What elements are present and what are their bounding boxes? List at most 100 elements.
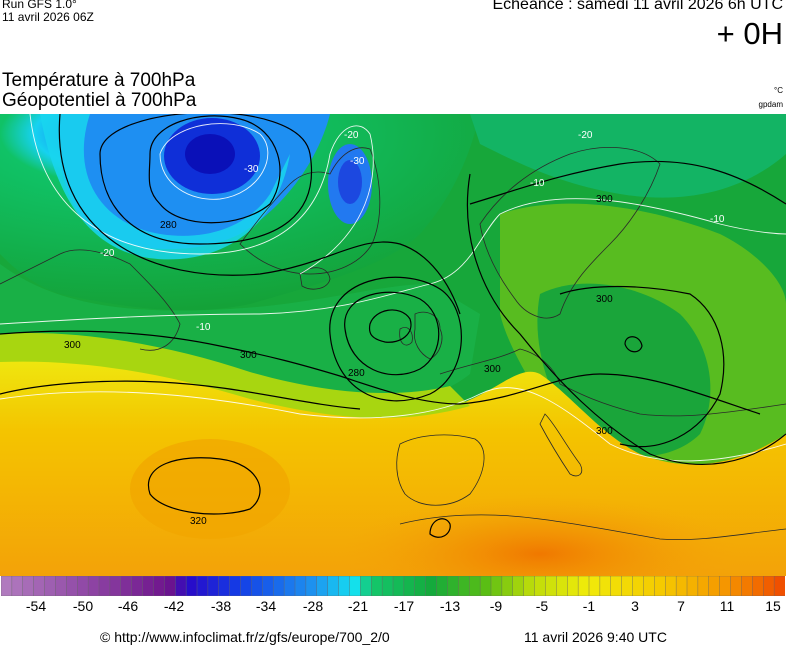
contour-label: 300 — [596, 194, 613, 205]
isotherm-minus20 — [29, 114, 374, 275]
scale-swatch — [763, 576, 775, 596]
contour-low-uk-outer — [329, 276, 462, 402]
scale-swatch — [153, 576, 165, 596]
scale-swatch — [11, 576, 24, 596]
scale-swatch — [240, 576, 252, 596]
weather-map: 280 280 300 300 300 300 300 300 320 -30 … — [0, 114, 786, 576]
scale-tick: -21 — [347, 598, 369, 614]
atlantic-warm — [130, 439, 290, 539]
scale-tick: 11 — [719, 598, 735, 614]
run-label: Run GFS 1.0° — [2, 0, 77, 11]
contour-label: 280 — [348, 368, 365, 379]
isotherm-minus10 — [0, 198, 786, 325]
scale-swatch — [185, 576, 198, 596]
contour-label: 300 — [596, 294, 613, 305]
contour-300-west — [0, 330, 761, 415]
scale-swatch — [556, 576, 568, 596]
isotherm-0 — [0, 387, 786, 462]
scale-swatch — [654, 576, 666, 596]
contour-300-east — [559, 285, 725, 448]
scale-swatch — [599, 576, 612, 596]
contour-east-small — [624, 336, 643, 353]
contour-labels: 280 280 300 300 300 300 300 300 320 -30 … — [64, 130, 725, 527]
scale-swatch — [33, 576, 46, 596]
scale-swatch — [294, 576, 307, 596]
scale-tick: -28 — [302, 598, 324, 614]
scale-tick: -9 — [489, 598, 503, 614]
greenland-coast — [239, 147, 381, 275]
scale-swatch — [610, 576, 623, 596]
contour-label: 280 — [160, 220, 177, 231]
isotherm-label: -30 — [350, 156, 365, 167]
scale-swatch — [621, 576, 634, 596]
isotherm-label: -20 — [578, 130, 593, 141]
scale-tick: -5 — [535, 598, 549, 614]
copyright-link[interactable]: © http://www.infoclimat.fr/z/gfs/europe/… — [100, 629, 390, 645]
contour-280 — [58, 114, 461, 315]
italy-coast — [539, 413, 583, 477]
scale-swatch — [490, 576, 503, 596]
scale-tick: 3 — [631, 598, 639, 614]
scale-tick: -42 — [163, 598, 185, 614]
scale-swatch — [686, 576, 699, 596]
contour-label: 320 — [190, 516, 207, 527]
scale-swatch — [273, 576, 285, 596]
map-title-temperature: Température à 700hPa — [2, 70, 196, 91]
map-title-geopotential: Géopotentiel à 700hPa — [2, 90, 197, 111]
contour-low-north-outer — [99, 114, 312, 245]
scale-swatch — [773, 576, 785, 596]
scandinavia-coast — [479, 147, 661, 319]
scale-swatch — [316, 576, 329, 596]
contour-low-uk-inner — [368, 309, 412, 343]
scale-swatch — [283, 576, 296, 596]
contour-300-outer — [466, 173, 786, 465]
scale-swatch — [643, 576, 655, 596]
scale-tick: -34 — [255, 598, 277, 614]
scale-swatch — [207, 576, 220, 596]
scale-swatch — [22, 576, 35, 596]
scale-swatch — [577, 576, 590, 596]
scale-swatch — [719, 576, 732, 596]
north-america-coast — [0, 249, 181, 351]
isotherm-label: -10 — [530, 178, 545, 189]
scale-swatch — [109, 576, 122, 596]
scale-swatch — [305, 576, 318, 596]
contour-low-uk-mid — [344, 291, 440, 376]
scale-swatch — [545, 576, 557, 596]
scale-tick: -1 — [582, 598, 596, 614]
mediterranean-africa-coast — [399, 514, 786, 541]
isotherm-label: -30 — [244, 164, 259, 175]
scale-swatch — [665, 576, 677, 596]
scale-swatch — [87, 576, 100, 596]
north-africa-hot — [340, 494, 740, 576]
scale-swatch — [534, 576, 546, 596]
scale-swatch — [98, 576, 111, 596]
scale-tick: -38 — [210, 598, 232, 614]
contour-label: 300 — [484, 364, 501, 375]
forecast-hour: + 0H — [716, 16, 783, 51]
forecast-valid-time: Echéance : samedi 11 avril 2026 6h UTC — [492, 0, 783, 13]
scale-tick: -50 — [72, 598, 94, 614]
scale-swatch — [381, 576, 394, 596]
scale-swatch — [708, 576, 721, 596]
scale-swatch — [360, 576, 372, 596]
scale-swatch — [752, 576, 764, 596]
isotherm-label: -10 — [710, 214, 725, 225]
scale-swatch — [632, 576, 644, 596]
geopotential-contours — [0, 114, 786, 538]
scale-swatch — [164, 576, 176, 596]
color-scale-ticks: -54 -50 -46 -42 -38 -34 -28 -21 -17 -13 … — [0, 598, 786, 620]
scale-swatch — [327, 576, 340, 596]
contour-low-north — [148, 115, 281, 224]
scale-swatch — [523, 576, 536, 596]
scale-swatch — [262, 576, 274, 596]
europe-mainland-coast — [439, 348, 786, 417]
scale-swatch — [371, 576, 383, 596]
color-scale-bar — [1, 576, 785, 596]
contour-320-africa — [429, 518, 451, 538]
scale-swatch — [458, 576, 470, 596]
scale-tick: -13 — [439, 598, 461, 614]
scale-swatch — [1, 576, 13, 596]
scale-tick: -46 — [117, 598, 139, 614]
scale-swatch — [741, 576, 753, 596]
